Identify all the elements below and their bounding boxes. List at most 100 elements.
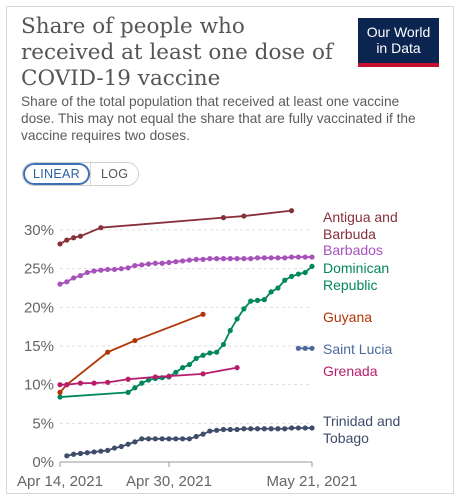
- data-point[interactable]: [84, 269, 90, 276]
- data-point[interactable]: [186, 436, 193, 442]
- data-point[interactable]: [132, 337, 138, 344]
- data-point[interactable]: [57, 394, 63, 400]
- data-point[interactable]: [275, 255, 281, 261]
- data-point[interactable]: [166, 373, 172, 379]
- data-point[interactable]: [261, 426, 267, 432]
- data-point[interactable]: [173, 259, 179, 265]
- series-label[interactable]: Dominican Republic: [323, 260, 389, 293]
- series-line[interactable]: [59, 209, 292, 245]
- linear-scale-button[interactable]: LINEAR: [23, 163, 90, 185]
- data-point[interactable]: [295, 425, 301, 431]
- data-point[interactable]: [152, 436, 158, 442]
- data-point[interactable]: [125, 376, 131, 382]
- data-point[interactable]: [241, 213, 247, 219]
- data-point[interactable]: [275, 285, 281, 291]
- data-point[interactable]: [200, 431, 206, 437]
- data-point[interactable]: [111, 266, 118, 273]
- data-point[interactable]: [111, 445, 118, 451]
- data-point[interactable]: [295, 271, 301, 277]
- owid-logo[interactable]: Our World in Data: [358, 18, 439, 67]
- data-point[interactable]: [186, 361, 193, 368]
- data-point[interactable]: [145, 377, 152, 383]
- data-point[interactable]: [282, 255, 288, 261]
- data-point[interactable]: [248, 426, 254, 432]
- data-point[interactable]: [91, 268, 97, 274]
- data-point[interactable]: [98, 225, 104, 231]
- data-point[interactable]: [288, 208, 295, 214]
- data-point[interactable]: [302, 269, 308, 276]
- data-point[interactable]: [241, 256, 247, 262]
- data-point[interactable]: [64, 279, 70, 285]
- data-point[interactable]: [193, 433, 199, 440]
- data-point[interactable]: [248, 256, 254, 262]
- data-point[interactable]: [179, 365, 186, 371]
- data-point[interactable]: [288, 273, 295, 279]
- data-point[interactable]: [64, 453, 70, 459]
- data-point[interactable]: [98, 448, 104, 454]
- series-label[interactable]: Trinidad and Tobago: [323, 413, 400, 446]
- data-point[interactable]: [261, 255, 267, 261]
- data-point[interactable]: [145, 261, 152, 267]
- data-point[interactable]: [166, 259, 172, 266]
- data-point[interactable]: [173, 436, 179, 442]
- data-point[interactable]: [302, 254, 308, 260]
- data-point[interactable]: [288, 254, 295, 260]
- data-point[interactable]: [234, 316, 240, 322]
- data-point[interactable]: [309, 345, 315, 351]
- data-point[interactable]: [173, 369, 179, 375]
- data-point[interactable]: [275, 426, 281, 432]
- data-point[interactable]: [309, 263, 315, 269]
- data-point[interactable]: [234, 365, 240, 371]
- data-point[interactable]: [248, 298, 254, 304]
- data-point[interactable]: [64, 237, 70, 243]
- data-point[interactable]: [139, 262, 145, 268]
- data-point[interactable]: [152, 260, 158, 266]
- data-point[interactable]: [234, 256, 240, 262]
- data-point[interactable]: [179, 258, 186, 264]
- data-point[interactable]: [309, 425, 315, 431]
- data-point[interactable]: [57, 389, 63, 395]
- data-point[interactable]: [268, 289, 274, 295]
- data-point[interactable]: [282, 277, 288, 283]
- data-point[interactable]: [295, 345, 301, 351]
- data-point[interactable]: [179, 436, 186, 442]
- data-point[interactable]: [166, 436, 172, 442]
- data-point[interactable]: [186, 257, 193, 263]
- data-point[interactable]: [200, 371, 206, 377]
- data-point[interactable]: [105, 266, 111, 273]
- data-point[interactable]: [57, 382, 63, 388]
- data-point[interactable]: [261, 297, 267, 303]
- data-point[interactable]: [105, 379, 111, 385]
- data-point[interactable]: [227, 256, 233, 262]
- series-line[interactable]: [66, 427, 312, 457]
- data-point[interactable]: [105, 349, 111, 355]
- data-point[interactable]: [288, 425, 295, 431]
- series-label[interactable]: Saint Lucia: [323, 341, 392, 357]
- data-point[interactable]: [105, 447, 111, 453]
- data-point[interactable]: [220, 256, 227, 262]
- series-label[interactable]: Antigua and Barbuda: [323, 209, 398, 242]
- data-point[interactable]: [77, 233, 84, 239]
- data-point[interactable]: [254, 255, 261, 261]
- data-point[interactable]: [207, 428, 213, 434]
- data-point[interactable]: [268, 426, 274, 432]
- data-point[interactable]: [145, 436, 152, 442]
- data-point[interactable]: [282, 426, 288, 432]
- data-point[interactable]: [57, 241, 63, 247]
- data-point[interactable]: [254, 426, 261, 432]
- data-point[interactable]: [77, 273, 84, 279]
- data-point[interactable]: [234, 426, 240, 433]
- data-point[interactable]: [159, 260, 165, 266]
- data-point[interactable]: [91, 449, 97, 455]
- data-point[interactable]: [152, 374, 158, 380]
- data-point[interactable]: [57, 281, 63, 287]
- data-point[interactable]: [132, 262, 138, 269]
- data-point[interactable]: [295, 254, 301, 260]
- data-point[interactable]: [220, 215, 227, 221]
- data-point[interactable]: [214, 256, 220, 262]
- data-point[interactable]: [193, 355, 199, 361]
- data-point[interactable]: [227, 327, 233, 334]
- data-point[interactable]: [302, 425, 308, 431]
- data-point[interactable]: [132, 385, 138, 391]
- data-point[interactable]: [214, 349, 220, 355]
